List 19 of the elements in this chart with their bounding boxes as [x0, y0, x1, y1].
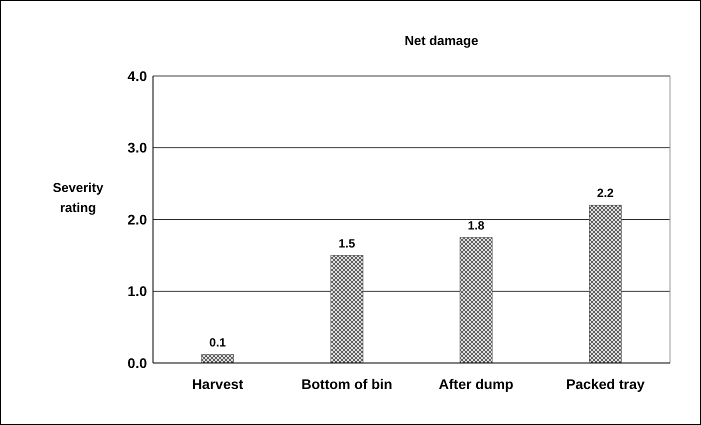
y-tick-label: 0.0 [128, 354, 148, 371]
y-tick-label: 2.0 [128, 211, 148, 228]
bar [330, 255, 364, 364]
y-tick-label: 3.0 [128, 140, 148, 156]
bar [201, 354, 234, 364]
y-tick-label: 4.0 [128, 68, 148, 84]
x-tick-label: Bottom of bin [301, 376, 392, 392]
bar [460, 237, 493, 364]
y-axis-title: Severity rating [52, 180, 104, 215]
x-tick-label: After dump [438, 376, 514, 392]
chart-title: Net damage [404, 33, 478, 48]
data-label: 1.8 [468, 218, 485, 232]
bar [588, 204, 622, 364]
data-label: 1.5 [338, 236, 356, 250]
data-label: 2.2 [597, 186, 614, 200]
x-tick-label: Packed tray [566, 376, 645, 392]
x-tick-label: Harvest [192, 376, 244, 392]
data-label: 0.1 [209, 335, 226, 350]
y-tick-label: 1.0 [128, 283, 148, 300]
